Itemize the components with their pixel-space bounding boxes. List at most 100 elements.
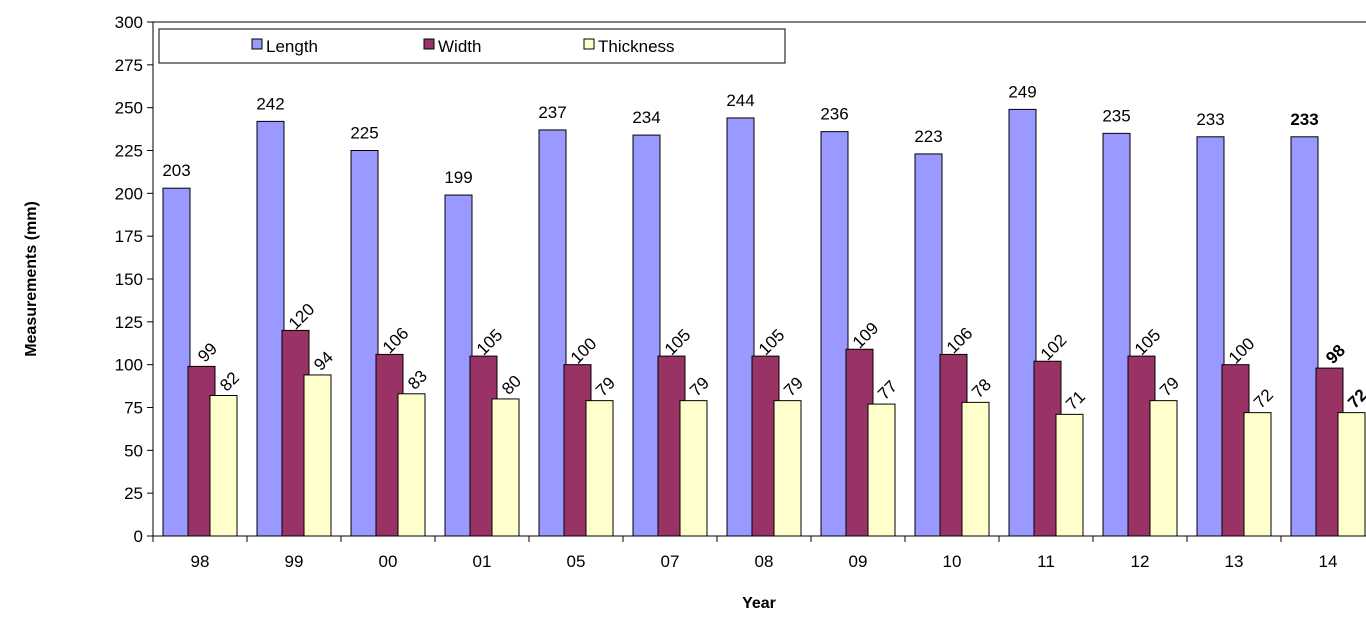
y-tick-label: 0 (134, 527, 143, 546)
data-label-length: 237 (538, 103, 566, 122)
y-tick-label: 150 (115, 270, 143, 289)
data-label-length: 199 (444, 168, 472, 187)
x-tick-label: 08 (755, 552, 774, 571)
legend-label-width: Width (438, 37, 481, 56)
data-label-width: 99 (194, 339, 221, 366)
y-tick-label: 50 (124, 441, 143, 460)
bar-thickness (679, 400, 708, 537)
x-tick-label: 13 (1225, 552, 1244, 571)
legend-swatch-width (423, 38, 435, 50)
data-label-length: 223 (914, 127, 942, 146)
bar-length (914, 153, 943, 537)
x-tick-label: 00 (379, 552, 398, 571)
bar-thickness (1149, 400, 1178, 537)
data-label-width: 105 (1131, 325, 1164, 358)
y-tick-label: 200 (115, 184, 143, 203)
data-label-thickness: 94 (310, 348, 337, 375)
data-label-thickness: 79 (592, 373, 619, 400)
legend-box (158, 28, 786, 64)
y-tick-label: 75 (124, 399, 143, 418)
data-label-length: 225 (350, 124, 378, 143)
data-label-thickness: 71 (1062, 387, 1089, 414)
x-tick-label: 05 (567, 552, 586, 571)
data-label-width: 100 (1225, 334, 1258, 367)
data-label-length: 236 (820, 105, 848, 124)
data-label-width: 105 (755, 325, 788, 358)
data-label-thickness: 79 (686, 373, 713, 400)
data-label-length: 234 (632, 108, 660, 127)
data-label-length: 244 (726, 91, 754, 110)
y-tick-label: 250 (115, 99, 143, 118)
data-label-thickness: 78 (968, 375, 995, 402)
bar-length (162, 187, 191, 537)
bar-length (1102, 132, 1131, 537)
data-label-thickness: 80 (498, 372, 525, 399)
data-label-thickness: 77 (874, 377, 901, 404)
y-tick-label: 100 (115, 356, 143, 375)
bar-length (538, 129, 567, 537)
bar-thickness (773, 400, 802, 537)
x-tick-label: 12 (1131, 552, 1150, 571)
y-axis-ticks: 0 25 50 75 100 125 150 175 200 225 250 275 300 (115, 13, 153, 546)
bar-length (444, 194, 473, 537)
x-tick-label: 11 (1037, 552, 1055, 571)
data-label-thickness: 83 (404, 366, 431, 393)
y-tick-label: 25 (124, 484, 143, 503)
legend-label-thickness: Thickness (598, 37, 675, 56)
data-label-width: 105 (473, 325, 506, 358)
bar-length (256, 120, 285, 537)
data-label-width: 106 (379, 324, 412, 357)
bars-layer (162, 108, 1366, 537)
y-axis-title: Measurements (mm) (23, 201, 40, 357)
data-label-width: 98 (1322, 341, 1349, 368)
bar-length (632, 134, 661, 537)
y-tick-label: 225 (115, 142, 143, 161)
bar-thickness (1337, 412, 1366, 537)
data-label-thickness: 72 (1250, 385, 1277, 412)
y-tick-label: 175 (115, 227, 143, 246)
bar-length (1290, 136, 1319, 537)
data-label-length: 249 (1008, 82, 1036, 101)
data-label-thickness: 79 (780, 373, 807, 400)
x-tick-label: 98 (191, 552, 210, 571)
bar-length (1196, 136, 1225, 537)
x-tick-label: 09 (849, 552, 868, 571)
data-label-length: 235 (1102, 106, 1130, 125)
data-label-length: 242 (256, 94, 284, 113)
bar-length (350, 150, 379, 537)
data-label-length: 203 (162, 161, 190, 180)
data-label-thickness: 79 (1156, 373, 1183, 400)
data-label-width: 102 (1037, 331, 1070, 364)
data-label-thickness: 82 (216, 368, 243, 395)
x-tick-label: 07 (661, 552, 680, 571)
bar-thickness (1243, 412, 1272, 537)
data-label-length: 233 (1196, 110, 1224, 129)
x-axis-title: Year (742, 595, 776, 612)
bar-thickness (961, 401, 990, 537)
data-label-width: 109 (849, 319, 882, 352)
bar-length (820, 131, 849, 537)
bar-thickness (585, 400, 614, 537)
data-label-width: 105 (661, 325, 694, 358)
data-label-thickness: 72 (1344, 385, 1366, 412)
bar-thickness (397, 393, 426, 537)
bar-thickness (491, 398, 520, 537)
data-label-width: 120 (285, 300, 318, 333)
data-label-width: 106 (943, 324, 976, 357)
x-tick-label: 01 (473, 552, 492, 571)
legend-label-length: Length (266, 37, 318, 56)
x-axis-ticks: 98 99 00 01 05 07 08 09 10 11 12 13 14 (152, 536, 1338, 571)
data-label-width: 100 (567, 334, 600, 367)
x-tick-label: 10 (943, 552, 962, 571)
x-tick-label: 99 (285, 552, 304, 571)
bar-length (1008, 108, 1037, 537)
bar-length (726, 117, 755, 537)
legend-swatch-length (251, 38, 263, 50)
y-tick-label: 125 (115, 313, 143, 332)
x-tick-label: 14 (1319, 552, 1338, 571)
legend: Length Width Thickness (158, 28, 786, 64)
y-tick-label: 300 (115, 13, 143, 32)
bar-thickness (867, 403, 896, 537)
data-label-length: 233 (1290, 110, 1318, 129)
